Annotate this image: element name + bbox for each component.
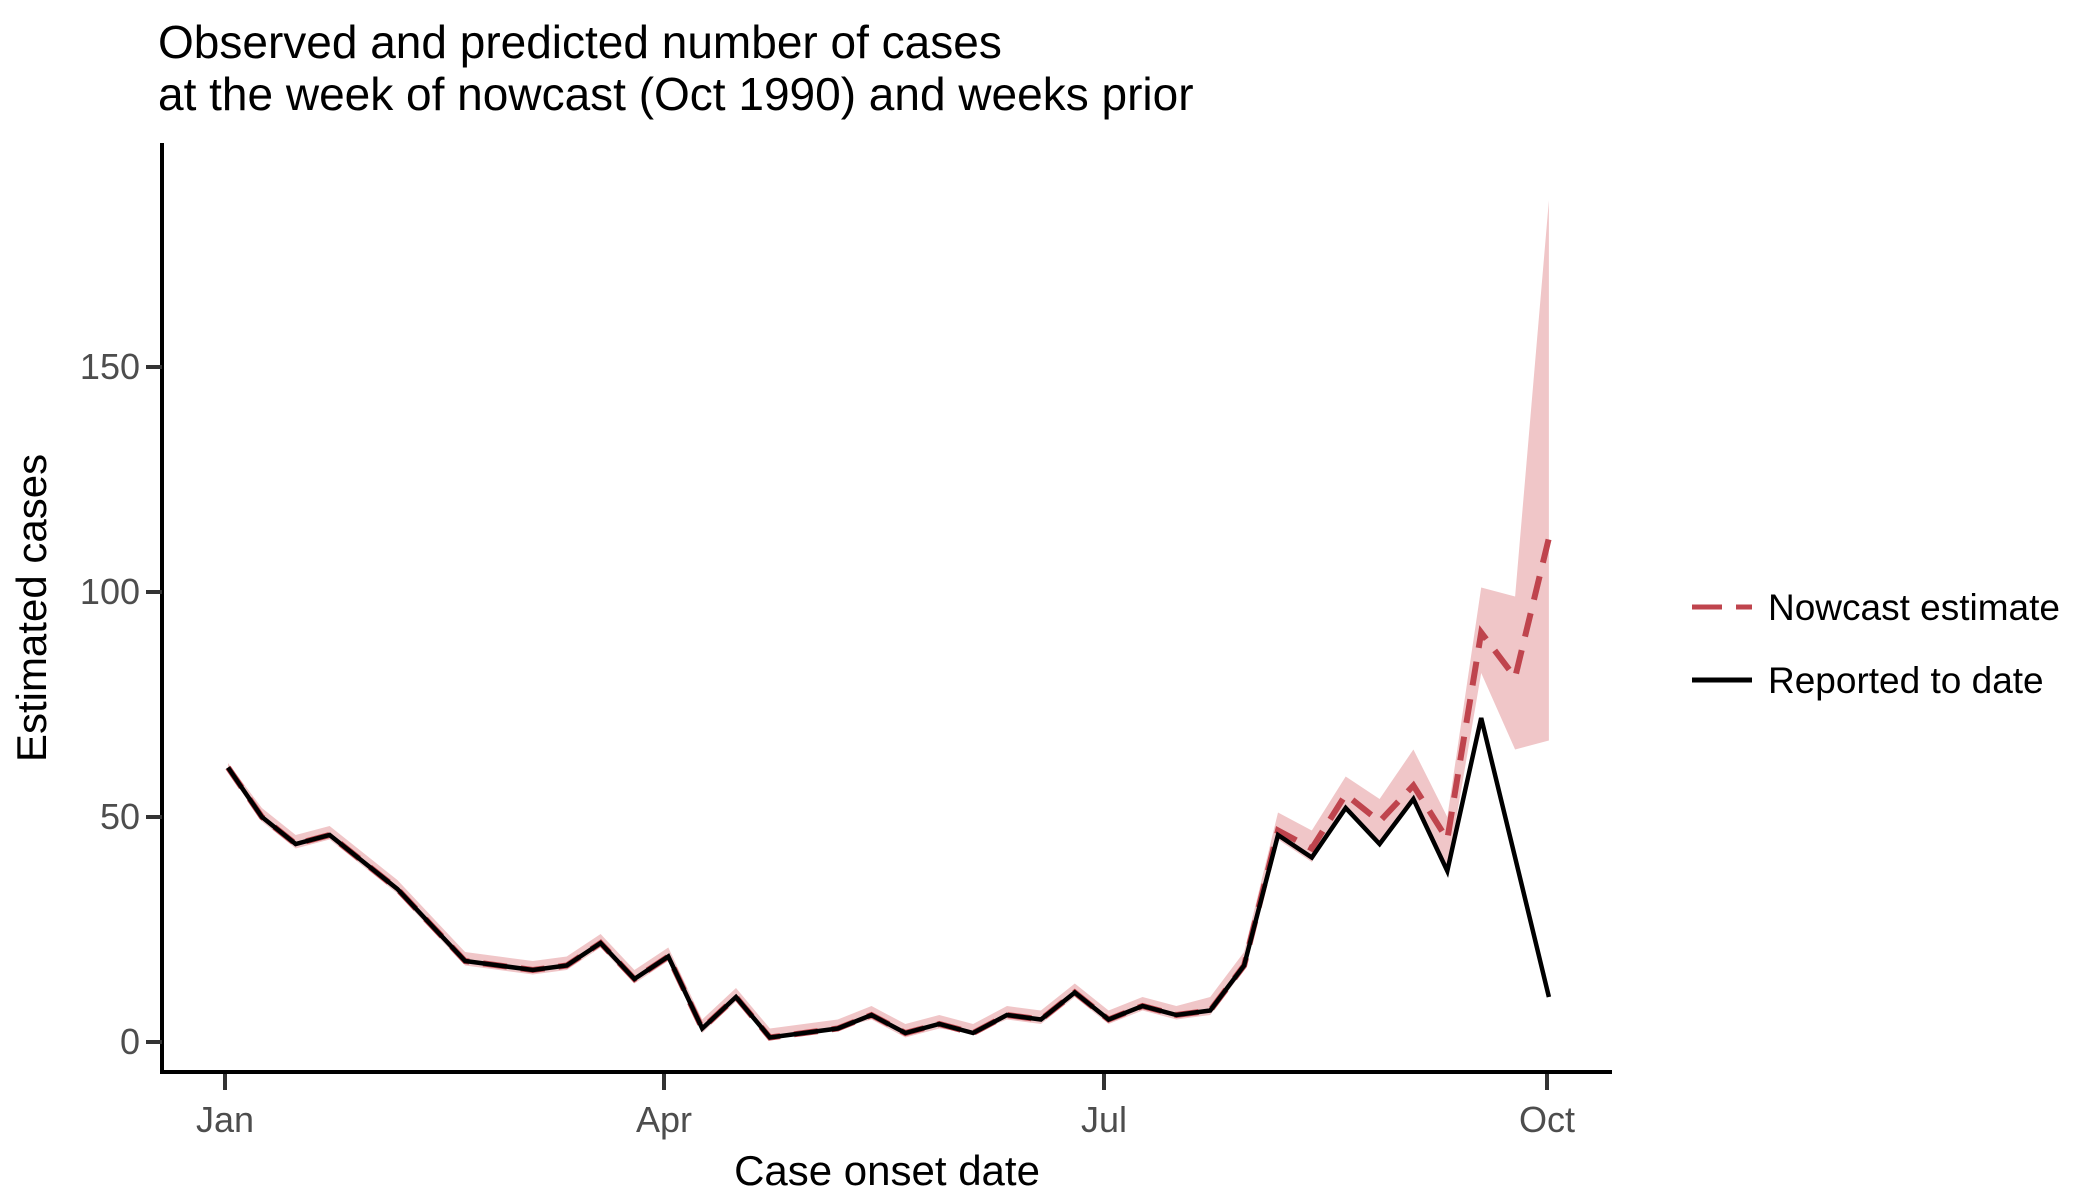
x-tick-label-jul: Jul: [1081, 1099, 1127, 1140]
axis-tick-marks: [146, 365, 1549, 1090]
reported-to-date-line: [226, 717, 1552, 1040]
y-tick-label-100: 100: [80, 571, 140, 612]
chart-title-line2: at the week of nowcast (Oct 1990) and we…: [158, 68, 1194, 120]
legend: Nowcast estimate Reported to date: [1692, 587, 2060, 701]
chart-title-line1: Observed and predicted number of cases: [158, 16, 1002, 68]
x-tick-label-oct: Oct: [1519, 1099, 1575, 1140]
y-tick-label-0: 0: [120, 1021, 140, 1062]
legend-label-reported: Reported to date: [1768, 660, 2044, 701]
x-axis-title: Case onset date: [734, 1147, 1040, 1194]
y-tick-label-50: 50: [100, 796, 140, 837]
x-tick-label-jan: Jan: [196, 1099, 254, 1140]
y-axis-title: Estimated cases: [8, 454, 55, 762]
nowcast-ci-ribbon: [228, 200, 1549, 1038]
legend-label-nowcast: Nowcast estimate: [1768, 587, 2060, 628]
y-tick-label-150: 150: [80, 346, 140, 387]
x-tick-label-apr: Apr: [636, 1099, 692, 1140]
